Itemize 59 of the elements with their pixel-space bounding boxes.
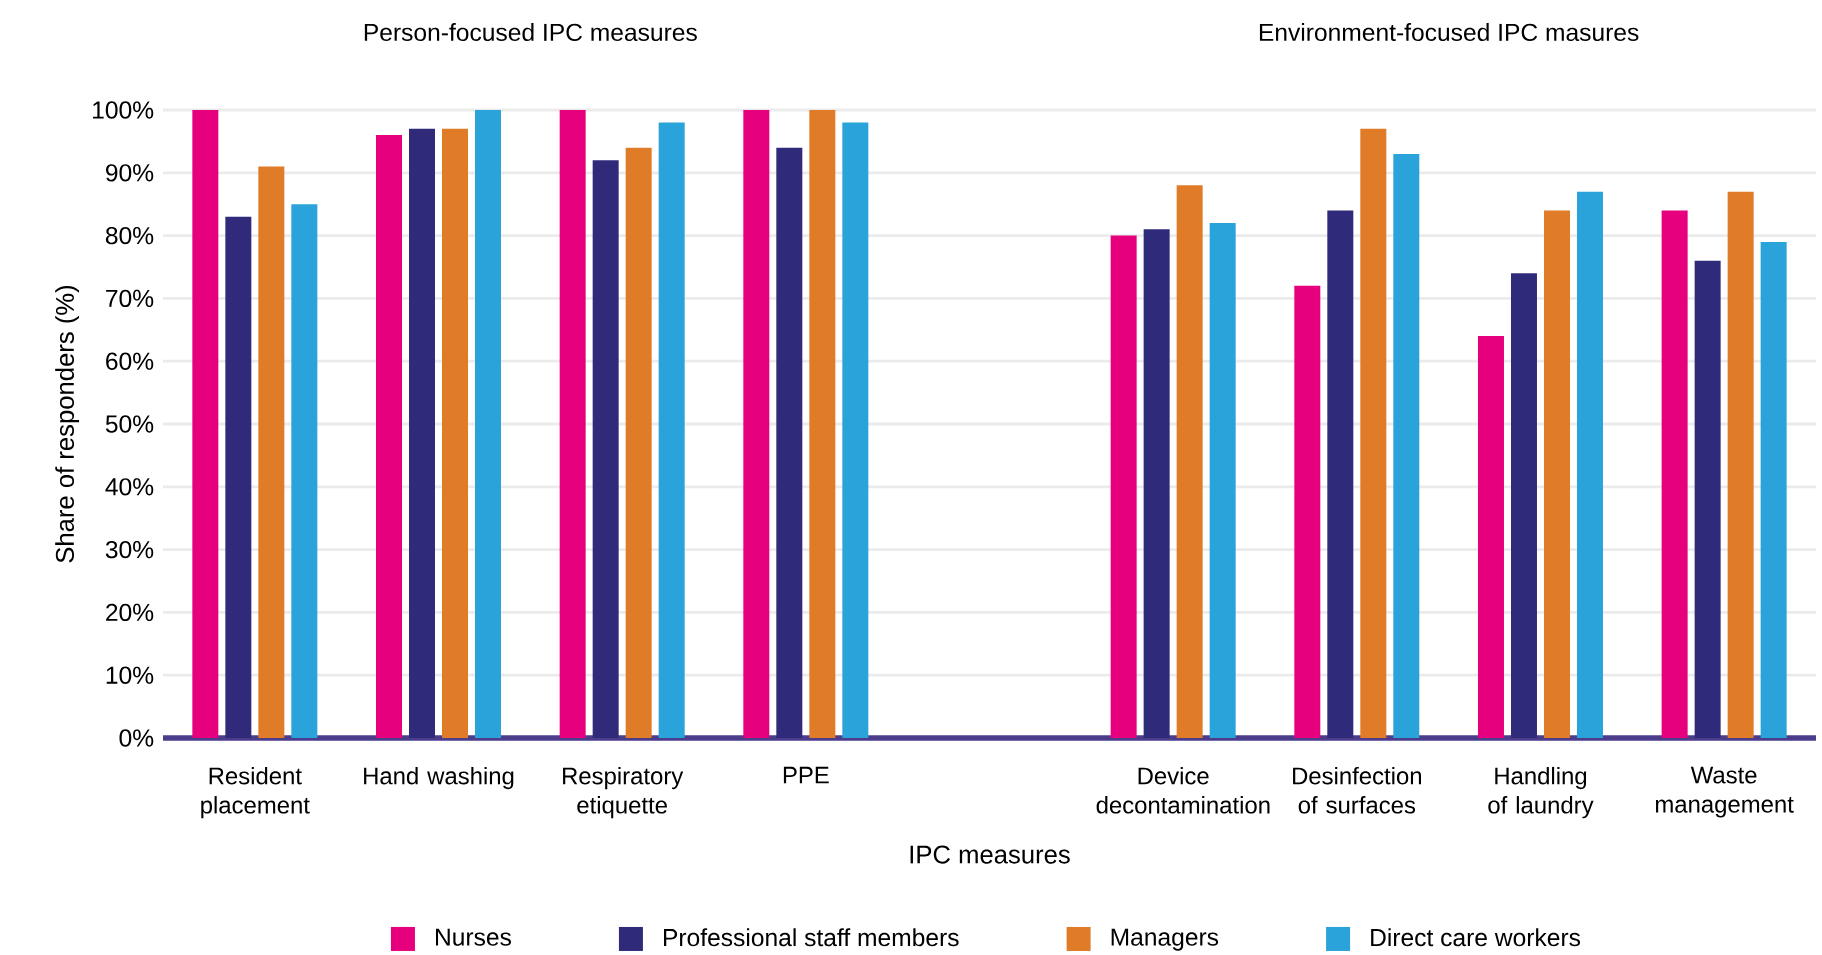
y-tick-label: 90%: [106, 164, 154, 182]
bar: [1576, 191, 1603, 738]
x-tick-label: PPE: [783, 766, 829, 784]
bar: [1360, 128, 1387, 738]
bar: [1393, 153, 1420, 738]
bar: [592, 160, 619, 738]
bar: [1327, 210, 1354, 738]
bar: [1543, 210, 1570, 738]
bar: [192, 109, 219, 738]
text: Environment-focused IPC masures: [1259, 23, 1639, 42]
bar: [776, 147, 803, 738]
bar: [1510, 273, 1537, 738]
y-tick-label: 50%: [105, 415, 154, 433]
x-tick-label: Desinfection of surfaces: [1293, 766, 1422, 814]
x-tick-label: Hand washing: [364, 766, 514, 790]
bar: [442, 128, 468, 738]
bar: [1661, 210, 1688, 738]
x-tick-label: Resident placement: [201, 766, 310, 819]
bar: [409, 128, 435, 738]
bar: [842, 122, 869, 738]
x-axis-title: IPC measures: [910, 845, 1070, 864]
bar: [1209, 223, 1236, 738]
bar: [376, 135, 403, 738]
bar: [1143, 229, 1170, 738]
y-tick-label: 70%: [106, 289, 154, 308]
bar: [225, 216, 252, 738]
legend-label: Direct care workers: [1371, 928, 1581, 947]
bar: [559, 109, 586, 738]
bar: [1694, 260, 1721, 738]
y-axis-title: Share of responders (%): [55, 285, 80, 563]
y-tick-label: 80%: [105, 226, 154, 245]
y-tick-label: 60%: [106, 352, 154, 370]
text: Person-focused IPC measures: [364, 23, 697, 42]
bar: [258, 166, 285, 738]
x-tick-label: Waste management: [1655, 766, 1794, 818]
bar: [1760, 241, 1787, 738]
y-tick-label: 20%: [106, 603, 154, 622]
bar: [1294, 285, 1321, 738]
legend-label: Professional staff members: [664, 928, 959, 947]
bar: [1110, 235, 1137, 738]
legend-label: Nurses: [436, 928, 511, 946]
y-tick-label: 100%: [93, 101, 154, 119]
y-tick-label: 30%: [105, 540, 154, 559]
bar: [1176, 185, 1203, 738]
bar: [291, 204, 318, 738]
bar: [743, 109, 770, 738]
x-tick-label: Handling of laundry: [1488, 766, 1594, 819]
x-tick-label: Respiratory etiquette: [563, 766, 684, 819]
x-tick-label: Device decontamination: [1096, 766, 1270, 814]
bar: [809, 109, 836, 738]
legend-label: Managers: [1111, 928, 1219, 951]
bar: [475, 109, 502, 738]
bar: [1727, 191, 1754, 738]
y-tick-label: 0%: [119, 729, 154, 747]
y-tick-label: 10%: [106, 666, 154, 684]
y-tick-label: 40%: [105, 478, 154, 496]
bar: [1477, 336, 1504, 738]
bar: [625, 147, 652, 738]
bar: [658, 122, 685, 738]
